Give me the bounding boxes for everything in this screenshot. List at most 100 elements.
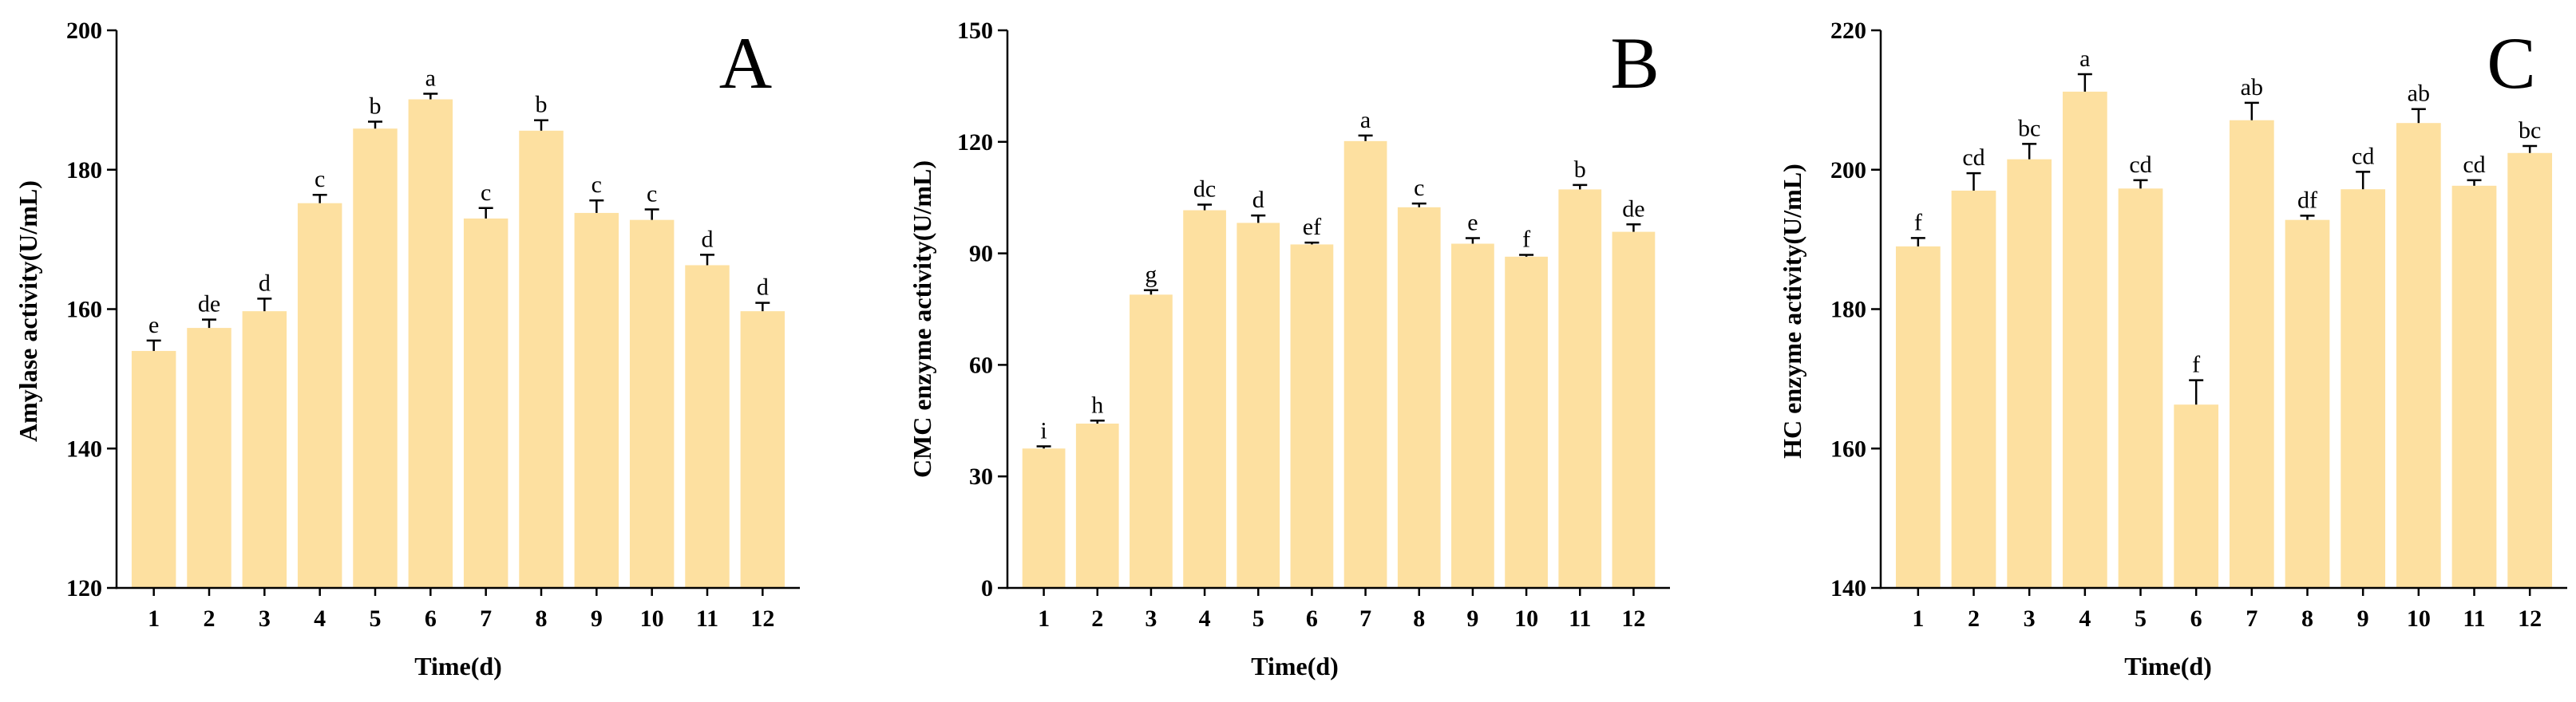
bar-b-1 <box>1022 448 1066 588</box>
errorbars-a <box>146 93 770 351</box>
y-tick-label-c-220: 220 <box>1830 18 1866 44</box>
bar-a-9 <box>574 212 619 588</box>
y-tick-label-b-0: 0 <box>981 575 993 601</box>
x-tick-label-a-11: 11 <box>696 605 718 632</box>
x-tick-label-b-2: 2 <box>1091 605 1103 632</box>
significance-label-c-11: cd <box>2463 152 2485 178</box>
significance-label-c-10: ab <box>2408 81 2430 107</box>
significance-label-b-9: e <box>1467 209 1478 235</box>
errorbars-c <box>1910 73 2538 405</box>
x-tick-label-c-10: 10 <box>2407 605 2431 632</box>
x-tick-label-c-8: 8 <box>2301 605 2313 632</box>
x-tick-label-a-7: 7 <box>480 605 492 632</box>
bar-a-4 <box>297 203 342 588</box>
x-tick-label-b-11: 11 <box>1569 605 1591 632</box>
y-tick-label-b-150: 150 <box>957 18 993 44</box>
y-tick-label-c-160: 160 <box>1830 436 1866 462</box>
y-tick-label-b-60: 60 <box>969 352 993 378</box>
bar-b-10 <box>1505 256 1548 588</box>
y-ticks-c: 140 160 180 200 220 <box>1830 18 1881 601</box>
x-tick-label-c-3: 3 <box>2024 605 2036 632</box>
significance-label-a-5: b <box>370 93 382 119</box>
x-tick-label-a-2: 2 <box>204 605 216 632</box>
bar-a-6 <box>408 99 453 588</box>
bar-a-1 <box>131 350 176 588</box>
significance-label-b-6: ef <box>1303 214 1321 240</box>
significance-label-a-3: d <box>259 270 271 296</box>
x-tick-label-b-10: 10 <box>1514 605 1538 632</box>
significance-label-a-9: c <box>592 172 602 198</box>
significance-label-a-2: de <box>198 291 220 317</box>
panel-letter-b: B <box>1610 22 1659 104</box>
significance-label-a-11: d <box>702 226 714 252</box>
bars-b <box>1022 140 1656 588</box>
bar-c-12 <box>2507 152 2553 588</box>
bar-c-4 <box>2062 91 2107 588</box>
x-tick-label-b-4: 4 <box>1199 605 1211 632</box>
x-tick-label-b-8: 8 <box>1413 605 1425 632</box>
y-tick-label-b-90: 90 <box>969 241 993 267</box>
x-tick-label-c-7: 7 <box>2246 605 2257 632</box>
significance-label-c-8: df <box>2297 187 2317 213</box>
y-tick-label-c-200: 200 <box>1830 157 1866 183</box>
bar-c-3 <box>2007 159 2052 588</box>
y-tick-label-b-120: 120 <box>957 129 993 156</box>
x-tick-label-b-1: 1 <box>1038 605 1050 632</box>
significance-label-a-12: d <box>757 274 769 301</box>
significance-label-a-6: a <box>425 65 436 92</box>
errorbars-b <box>1036 134 1641 449</box>
x-tick-label-b-7: 7 <box>1359 605 1371 632</box>
panel-letter-a: A <box>719 22 772 104</box>
significance-label-b-5: d <box>1252 187 1264 213</box>
x-tick-label-c-9: 9 <box>2357 605 2369 632</box>
x-ticks-a: 1 2 3 4 5 6 7 8 9 10 11 12 <box>148 588 774 632</box>
x-ticks-c: 1 2 3 4 5 6 7 8 9 10 11 12 <box>1912 588 2542 632</box>
bar-c-6 <box>2174 404 2219 588</box>
bar-b-7 <box>1343 140 1387 588</box>
x-axis-title-c: Time(d) <box>2124 652 2212 680</box>
y-axis-title-c: HC enzyme activity(U/mL) <box>1778 164 1806 459</box>
y-tick-label-c-180: 180 <box>1830 297 1866 323</box>
bar-b-11 <box>1558 189 1602 588</box>
bar-b-12 <box>1612 231 1656 588</box>
significance-label-b-11: b <box>1574 156 1586 183</box>
significance-label-b-4: dc <box>1193 176 1216 203</box>
x-tick-label-c-5: 5 <box>2135 605 2147 632</box>
bar-b-8 <box>1397 207 1441 588</box>
x-tick-label-a-5: 5 <box>370 605 382 632</box>
x-tick-label-c-2: 2 <box>1968 605 1980 632</box>
significance-label-b-3: g <box>1145 262 1157 288</box>
bar-c-1 <box>1895 246 1941 588</box>
significance-label-c-4: a <box>2079 45 2090 72</box>
y-ticks-a: 120 140 160 180 200 <box>66 18 117 601</box>
y-tick-label-c-140: 140 <box>1830 575 1866 601</box>
x-tick-label-a-9: 9 <box>591 605 603 632</box>
bar-c-9 <box>2341 189 2386 588</box>
x-tick-label-b-12: 12 <box>1621 605 1645 632</box>
bar-b-5 <box>1237 223 1280 588</box>
bars-a <box>131 99 785 588</box>
significance-label-b-1: i <box>1040 417 1047 444</box>
significance-labels-a: e de d c b a c b c c d d <box>148 65 769 338</box>
bar-a-8 <box>519 130 564 588</box>
x-tick-label-b-6: 6 <box>1306 605 1318 632</box>
significance-label-c-3: bc <box>2018 115 2040 141</box>
bar-a-11 <box>685 265 730 588</box>
bar-a-3 <box>242 311 287 588</box>
x-axis-title-b: Time(d) <box>1251 652 1339 680</box>
x-tick-label-a-8: 8 <box>536 605 548 632</box>
bar-b-9 <box>1451 243 1494 588</box>
bar-a-10 <box>629 219 675 588</box>
x-tick-label-a-12: 12 <box>750 605 774 632</box>
bar-c-8 <box>2285 219 2330 588</box>
bars-c <box>1895 91 2553 588</box>
x-tick-label-c-12: 12 <box>2518 605 2542 632</box>
y-tick-label-b-30: 30 <box>969 463 993 490</box>
significance-label-c-6: f <box>2192 352 2200 378</box>
bar-a-7 <box>463 218 508 588</box>
bar-c-7 <box>2229 120 2274 588</box>
bar-a-5 <box>353 128 398 588</box>
